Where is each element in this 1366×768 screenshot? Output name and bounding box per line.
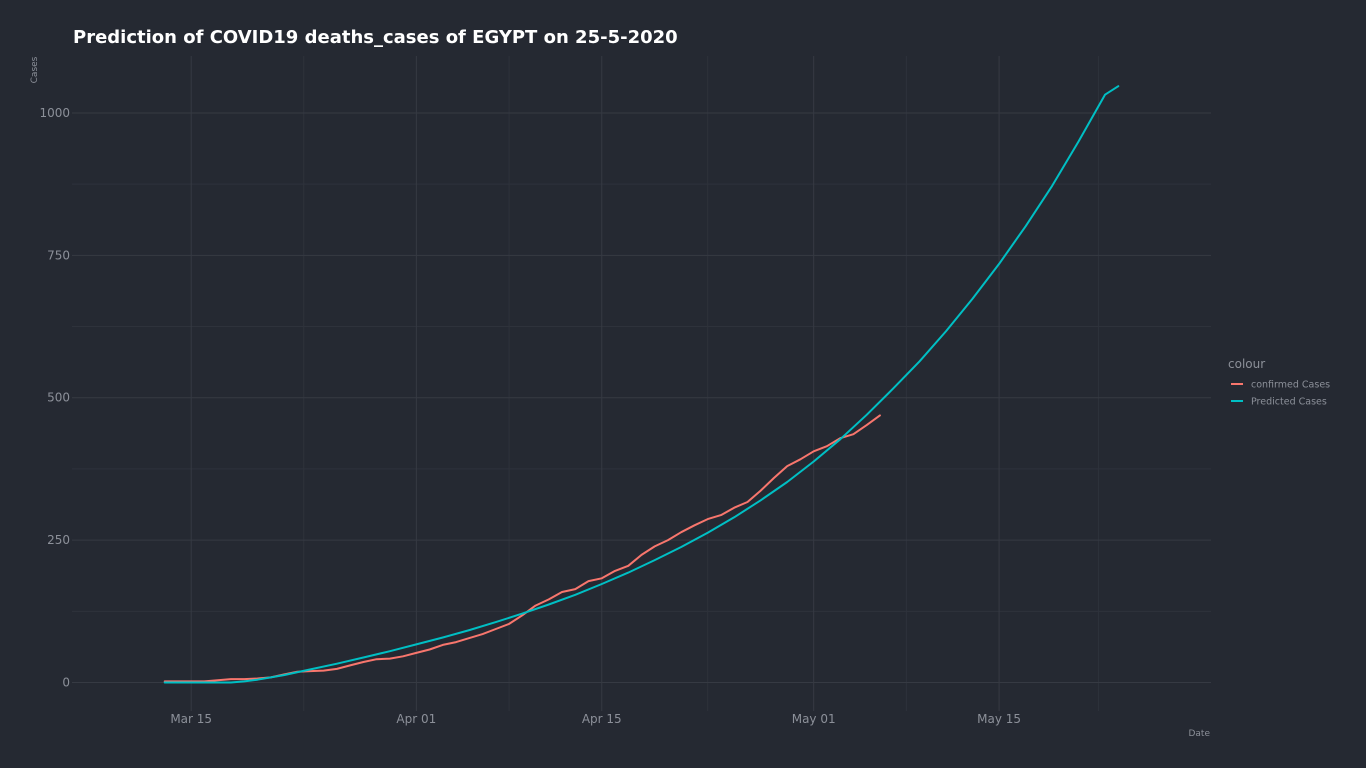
y-tick-label: 750 <box>47 248 70 262</box>
legend-label: Predicted Cases <box>1251 397 1327 408</box>
legend-title: colour <box>1228 357 1265 371</box>
y-tick-label: 250 <box>47 533 70 547</box>
series-line-confirmed-cases <box>163 414 881 683</box>
x-tick-label: May 15 <box>977 712 1021 726</box>
series-lines <box>163 85 1120 684</box>
x-axis-ticks: Mar 15 Apr 01 Apr 15 May 01 May 15 <box>170 712 1021 726</box>
legend: colour confirmed Cases Predicted Cases <box>1228 357 1330 408</box>
x-axis-title: Date <box>1188 729 1210 739</box>
x-tick-label: Apr 15 <box>582 712 622 726</box>
legend-label: confirmed Cases <box>1251 380 1330 391</box>
y-tick-label: 500 <box>47 391 70 405</box>
y-tick-label: 0 <box>62 676 70 690</box>
y-tick-label: 1000 <box>39 106 70 120</box>
grid <box>72 56 1211 711</box>
x-tick-label: Apr 01 <box>396 712 436 726</box>
series-line-predicted-cases <box>163 85 1120 684</box>
x-tick-label: May 01 <box>792 712 836 726</box>
y-axis-title: Cases <box>30 56 40 83</box>
chart-title: Prediction of COVID19 deaths_cases of EG… <box>73 27 678 48</box>
x-tick-label: Mar 15 <box>170 712 212 726</box>
y-axis-ticks: 0 250 500 750 1000 <box>39 106 70 690</box>
